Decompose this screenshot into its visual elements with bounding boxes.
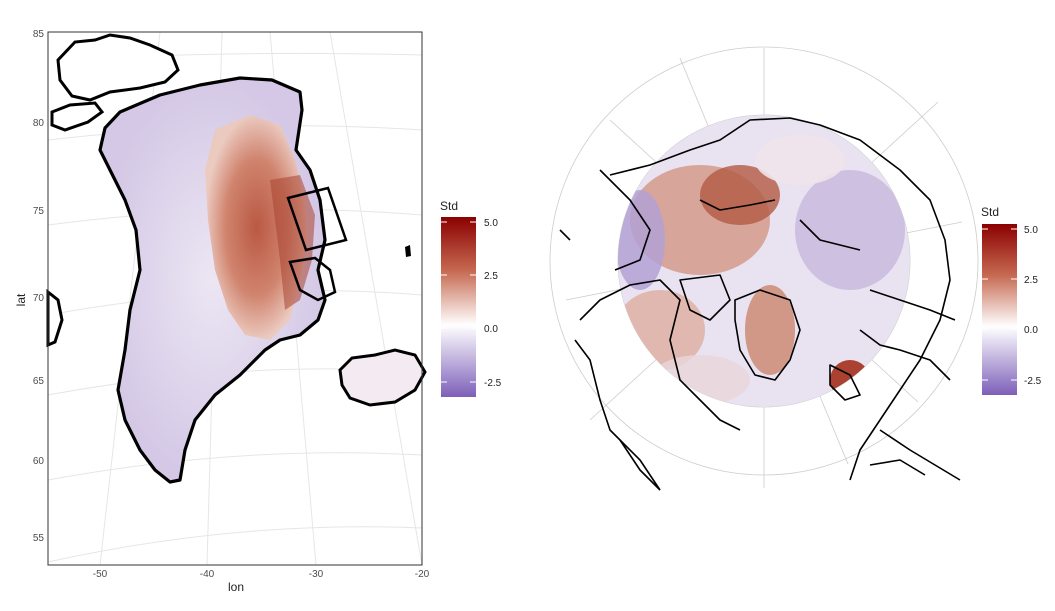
- y-tick-70: 70: [33, 293, 45, 304]
- y-tick-80: 80: [33, 118, 45, 129]
- x-tick-neg20: -20: [415, 569, 430, 580]
- y-tick-65: 65: [33, 376, 45, 387]
- y-tick-85: 85: [33, 29, 45, 40]
- ellesmere-island: [56, 33, 180, 102]
- north-island: [50, 101, 105, 132]
- left-legend-title: Std: [440, 199, 458, 213]
- left-legend-tick-0: 0.0: [484, 324, 498, 335]
- east-fjord-outline: [288, 256, 337, 302]
- right-legend-colorbar: [982, 224, 1017, 395]
- small-island: [405, 245, 411, 257]
- left-legend-tick-5: 5.0: [484, 218, 498, 229]
- greenland-east-margin: [270, 175, 315, 310]
- right-legend-tick-5: 5.0: [1024, 225, 1038, 236]
- greenland-interior-high-std: [205, 115, 308, 340]
- left-legend-tick-neg2-5: -2.5: [484, 378, 502, 389]
- x-axis: -50 -40 -30 -20 lon: [93, 569, 430, 594]
- x-tick-neg40: -40: [200, 569, 215, 580]
- left-plot-frame: [47, 31, 423, 566]
- left-legend-tick-2-5: 2.5: [484, 271, 498, 282]
- y-axis: 85 80 75 70 65 60 55 lat: [14, 29, 44, 544]
- baffin-island-edge: [46, 288, 64, 348]
- arctic-polar-map-panel: Std 5.0 2.5 0.0 -2.5: [549, 46, 1042, 491]
- right-legend-title: Std: [981, 205, 999, 219]
- x-tick-neg50: -50: [93, 569, 108, 580]
- y-axis-title: lat: [14, 293, 28, 306]
- right-legend-tick-neg2-5: -2.5: [1024, 376, 1042, 387]
- right-legend: Std 5.0 2.5 0.0 -2.5: [981, 205, 1042, 395]
- greenland-map-panel: 85 80 75 70 65 60 55 lat -50 -40 -30 -20…: [14, 29, 502, 594]
- x-axis-title: lon: [228, 580, 244, 594]
- y-tick-60: 60: [33, 456, 45, 467]
- left-legend-colorbar: [441, 217, 476, 397]
- polar-data-field: [618, 115, 910, 407]
- iceland-landmass: [338, 348, 427, 407]
- y-tick-75: 75: [33, 206, 45, 217]
- left-legend: Std 5.0 2.5 0.0 -2.5: [440, 199, 502, 397]
- x-tick-neg30: -30: [309, 569, 324, 580]
- y-tick-55: 55: [33, 533, 45, 544]
- study-area-box: [286, 186, 348, 252]
- right-legend-tick-0: 0.0: [1024, 325, 1038, 336]
- polar-coastlines: [559, 117, 961, 491]
- right-legend-tick-2-5: 2.5: [1024, 275, 1038, 286]
